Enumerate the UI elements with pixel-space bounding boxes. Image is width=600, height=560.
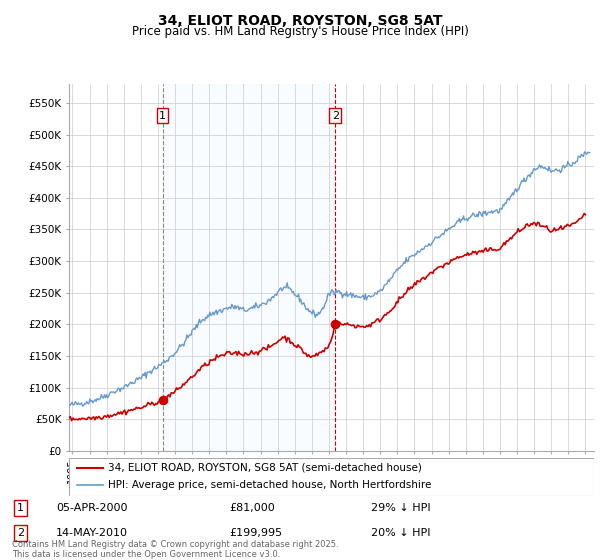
FancyBboxPatch shape <box>69 458 594 496</box>
Point <box>158 395 167 404</box>
Text: 1: 1 <box>159 111 166 120</box>
Text: 1: 1 <box>17 503 24 513</box>
Text: £199,995: £199,995 <box>229 528 283 538</box>
Text: Contains HM Land Registry data © Crown copyright and database right 2025.
This d: Contains HM Land Registry data © Crown c… <box>12 540 338 559</box>
Text: 20% ↓ HPI: 20% ↓ HPI <box>371 528 430 538</box>
Text: 2: 2 <box>332 111 339 120</box>
Text: 05-APR-2000: 05-APR-2000 <box>56 503 127 513</box>
Text: 14-MAY-2010: 14-MAY-2010 <box>56 528 128 538</box>
Text: HPI: Average price, semi-detached house, North Hertfordshire: HPI: Average price, semi-detached house,… <box>109 480 432 491</box>
Text: 2: 2 <box>17 528 24 538</box>
Text: Price paid vs. HM Land Registry's House Price Index (HPI): Price paid vs. HM Land Registry's House … <box>131 25 469 38</box>
Text: 34, ELIOT ROAD, ROYSTON, SG8 5AT (semi-detached house): 34, ELIOT ROAD, ROYSTON, SG8 5AT (semi-d… <box>109 463 422 473</box>
Text: 29% ↓ HPI: 29% ↓ HPI <box>371 503 430 513</box>
Text: 34, ELIOT ROAD, ROYSTON, SG8 5AT: 34, ELIOT ROAD, ROYSTON, SG8 5AT <box>158 14 442 28</box>
Text: £81,000: £81,000 <box>229 503 275 513</box>
Point <box>331 320 340 329</box>
Bar <box>163 84 335 451</box>
